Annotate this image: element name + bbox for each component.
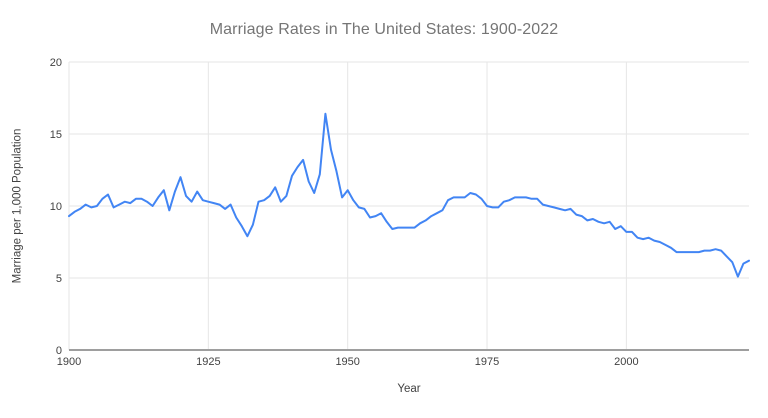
y-tick-label: 0 (56, 345, 62, 357)
y-tick-label: 5 (56, 273, 62, 285)
x-tick-label: 1975 (475, 356, 499, 368)
x-tick-label: 1900 (57, 356, 81, 368)
marriage-rate-series-line (68, 112, 750, 278)
chart-title: Marriage Rates in The United States: 190… (209, 21, 559, 38)
x-tick-label: 1925 (196, 356, 220, 368)
x-tick-label: 1950 (335, 356, 359, 368)
y-tick-label: 15 (50, 129, 62, 141)
x-tick-label: 2000 (614, 356, 638, 368)
y-tick-label: 20 (50, 57, 62, 69)
y-tick-label: 10 (50, 201, 62, 213)
x-axis-title: Year (397, 383, 421, 395)
